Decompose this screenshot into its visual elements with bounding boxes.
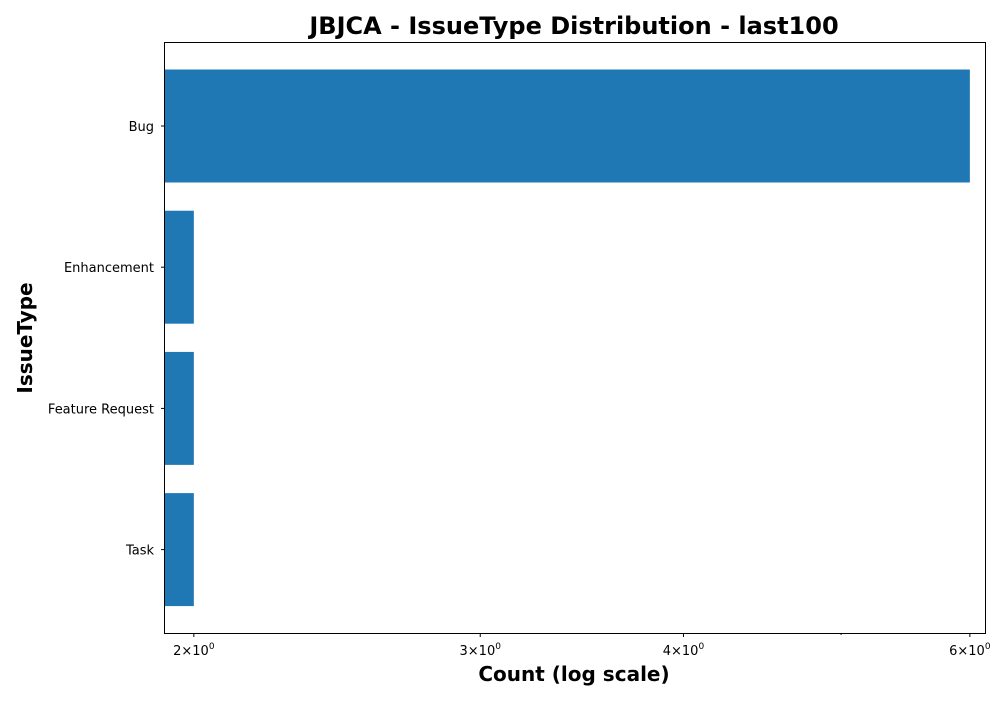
x-tick-label: 2×100 — [173, 642, 215, 659]
y-tick-label: Feature Request — [48, 402, 154, 417]
x-tick-label: 4×100 — [663, 642, 705, 659]
y-axis-label: IssueType — [13, 282, 37, 393]
x-tick-label: 3×100 — [460, 642, 502, 659]
x-tick-label: 6×100 — [949, 642, 991, 659]
bar-feature-request — [165, 352, 194, 465]
y-tick-label: Enhancement — [64, 261, 154, 276]
y-tick-label: Task — [125, 544, 155, 559]
chart-title: JBJCA - IssueType Distribution - last100 — [307, 12, 838, 40]
bar-enhancement — [165, 211, 194, 324]
x-axis-label: Count (log scale) — [478, 662, 669, 686]
bars-layer — [165, 70, 970, 607]
bar-bug — [165, 70, 970, 183]
y-tick-label: Bug — [129, 120, 154, 135]
bar-task — [165, 493, 194, 606]
